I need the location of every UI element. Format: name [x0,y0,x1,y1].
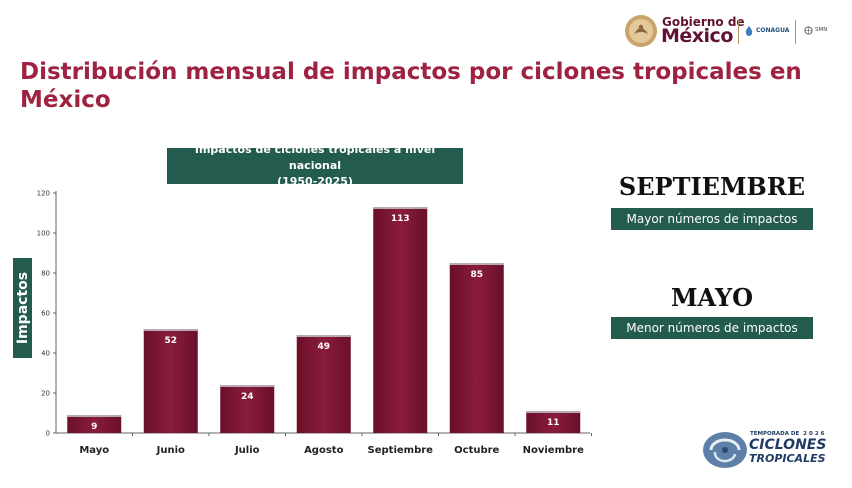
smn-globe-icon [804,26,813,35]
bar-value-label: 113 [391,214,410,224]
bar-top-highlight [373,207,428,209]
bar-value-label: 9 [91,422,97,432]
bar-septiembre [373,207,428,433]
bar-junio [143,329,198,433]
x-category-label: Julio [234,445,260,456]
header-divider [795,20,796,44]
y-tick-label: 80 [41,270,50,278]
bar-agosto [296,335,351,433]
bar-noviembre [526,411,581,433]
mexico-logo-text: México [661,25,733,47]
y-tick-label: 120 [37,190,50,198]
footer-season-text: TEMPORADA DE [750,431,800,437]
header-divider [738,20,739,44]
max-month-label: Mayor números de impactos [611,208,813,230]
mexico-eagle-seal-icon [625,15,657,47]
bar-value-label: 11 [547,418,560,428]
smn-logo-text: SMN [815,27,828,33]
bar-value-label: 52 [164,336,177,346]
bar-top-highlight [526,411,581,413]
bar-top-highlight [143,329,198,331]
footer-tropicales-text: TROPICALES [749,452,826,465]
min-month-label: Menor números de impactos [611,317,813,339]
y-tick-label: 100 [37,230,50,238]
chart-title-line1: Impactos de ciclones tropicales a nivel … [194,143,436,172]
bar-octubre [449,263,504,433]
y-axis-label-box: Impactos [13,258,32,358]
y-tick-label: 20 [41,390,50,398]
bar-julio [220,385,275,433]
bar-top-highlight [449,263,504,265]
footer-year: 2026 [803,431,827,437]
bar-top-highlight [67,415,122,417]
y-tick-label: 40 [41,350,50,358]
y-tick-label: 0 [46,430,50,438]
max-month-title: SEPTIEMBRE [618,172,806,201]
bar-top-highlight [220,385,275,387]
water-drop-icon [745,26,753,36]
footer-ciclones-text: CICLONES [749,437,827,453]
conagua-logo-text: CONAGUA [756,27,790,34]
min-month-title: MAYO [670,283,754,312]
hurricane-icon [703,432,747,468]
y-tick-label: 60 [41,310,50,318]
gobierno-de-text: Gobierno de [662,15,745,29]
x-category-label: Junio [156,445,185,456]
bar-value-label: 24 [241,392,254,402]
bar-mayo [67,415,122,433]
x-category-label: Octubre [454,445,499,456]
footer-season-label: TEMPORADA DE 2026 [750,431,826,437]
page-title: Distribución mensual de impactos por cic… [20,59,802,113]
x-category-label: Septiembre [368,445,434,456]
chart-title-box: Impactos de ciclones tropicales a nivel … [167,143,463,188]
x-category-label: Noviembre [523,445,584,456]
x-category-label: Mayo [79,445,109,456]
bar-value-label: 85 [470,270,483,280]
bar-value-label: 49 [317,342,330,352]
x-category-label: Agosto [304,445,344,456]
bar-top-highlight [296,335,351,337]
chart-title-line2: (1950-2025) [277,175,353,188]
